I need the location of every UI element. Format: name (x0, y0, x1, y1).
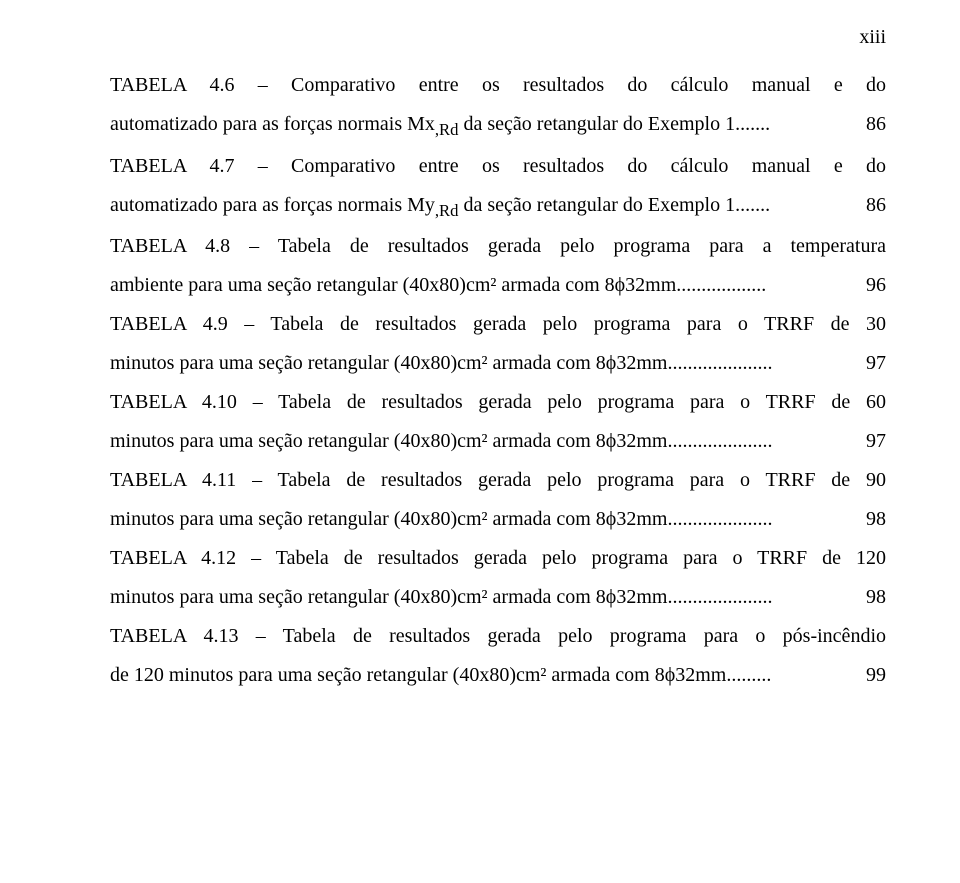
toc-entry-line: TABELA 4.12 – Tabela de resultados gerad… (110, 539, 886, 578)
toc-text-segment: da seção retangular do Exemplo 1....... (459, 113, 771, 135)
toc-entry-lastline: automatizado para as forças normais Mx,R… (110, 105, 886, 147)
toc-entry-line: TABELA 4.13 – Tabela de resultados gerad… (110, 617, 886, 656)
toc-entry-lastline: de 120 minutos para uma seção retangular… (110, 656, 886, 695)
toc-text-segment: da seção retangular do Exemplo 1....... (459, 194, 771, 216)
toc-entry-tail: minutos para uma seção retangular (40x80… (110, 578, 830, 617)
toc-entry-line: TABELA 4.9 – Tabela de resultados gerada… (110, 305, 886, 344)
table-of-tables: TABELA 4.6 – Comparativo entre os result… (110, 66, 886, 695)
toc-entry-lastline: automatizado para as forças normais My,R… (110, 186, 886, 228)
toc-entry-page: 99 (830, 656, 886, 695)
toc-entry-page: 86 (830, 105, 886, 144)
toc-entry-tail: minutos para uma seção retangular (40x80… (110, 422, 830, 461)
toc-entry-line: TABELA 4.10 – Tabela de resultados gerad… (110, 383, 886, 422)
toc-entry-line: TABELA 4.6 – Comparativo entre os result… (110, 66, 886, 105)
toc-entry-line: TABELA 4.11 – Tabela de resultados gerad… (110, 461, 886, 500)
toc-entry-tail: automatizado para as forças normais Mx,R… (110, 105, 830, 147)
toc-entry-lastline: minutos para uma seção retangular (40x80… (110, 578, 886, 617)
subscript: ,Rd (435, 120, 459, 139)
toc-text-segment: automatizado para as forças normais Mx (110, 113, 435, 135)
toc-entry-page: 97 (830, 422, 886, 461)
toc-entry-tail: minutos para uma seção retangular (40x80… (110, 500, 830, 539)
toc-entry-line: TABELA 4.8 – Tabela de resultados gerada… (110, 227, 886, 266)
toc-entry-tail: de 120 minutos para uma seção retangular… (110, 656, 830, 695)
toc-entry-lastline: minutos para uma seção retangular (40x80… (110, 344, 886, 383)
toc-entry-page: 86 (830, 186, 886, 225)
toc-entry-lastline: minutos para uma seção retangular (40x80… (110, 422, 886, 461)
toc-entry-page: 96 (830, 266, 886, 305)
toc-entry-lastline: minutos para uma seção retangular (40x80… (110, 500, 886, 539)
toc-entry-page: 98 (830, 578, 886, 617)
toc-entry-line: TABELA 4.7 – Comparativo entre os result… (110, 147, 886, 186)
toc-entry-tail: ambiente para uma seção retangular (40x8… (110, 266, 830, 305)
toc-entry-lastline: ambiente para uma seção retangular (40x8… (110, 266, 886, 305)
toc-text-segment: automatizado para as forças normais My (110, 194, 435, 216)
subscript: ,Rd (435, 201, 459, 220)
page-number: xiii (859, 18, 886, 57)
toc-entry-page: 98 (830, 500, 886, 539)
toc-entry-tail: automatizado para as forças normais My,R… (110, 186, 830, 228)
toc-entry-page: 97 (830, 344, 886, 383)
toc-entry-tail: minutos para uma seção retangular (40x80… (110, 344, 830, 383)
